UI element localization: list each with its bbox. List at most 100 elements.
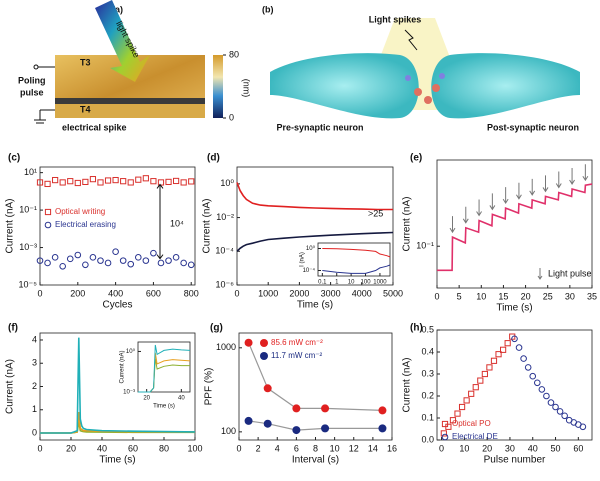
colorbar-unit: (nm) xyxy=(242,79,252,98)
y-tick-label: 10⁻² xyxy=(216,212,234,222)
marker xyxy=(547,399,555,406)
series-line xyxy=(322,264,391,274)
marker xyxy=(561,412,568,420)
marker xyxy=(142,175,149,182)
y-tick-label: 10⁻⁴ xyxy=(215,246,234,256)
y-tick-label: 3 xyxy=(32,358,37,368)
spike-icon xyxy=(404,29,418,51)
annotation: >25 xyxy=(368,208,383,218)
y-axis-label: Current (nA) xyxy=(202,198,213,253)
marker xyxy=(135,176,142,183)
y-axis-label: I (nA) xyxy=(300,252,306,267)
pulse-arrow xyxy=(489,193,496,211)
x-tick-label: 40 xyxy=(528,443,538,453)
marker xyxy=(579,423,587,431)
x-tick-label: 2 xyxy=(256,443,261,453)
afm-gap xyxy=(55,98,205,104)
plot-frame xyxy=(236,166,394,286)
marker xyxy=(157,259,165,267)
legend-label: Optical PO xyxy=(452,419,491,428)
panel-label: (c) xyxy=(8,153,20,164)
x-tick-label: 4000 xyxy=(352,288,372,298)
marker xyxy=(127,260,135,268)
y-tick-label: 4 xyxy=(32,334,37,344)
panel-label: (e) xyxy=(410,153,422,164)
x-tick-label: 30 xyxy=(505,443,515,453)
x-tick-label: 25 xyxy=(543,291,553,301)
marker xyxy=(486,364,493,371)
x-tick-label: 16 xyxy=(387,443,397,453)
poling-label: Poling xyxy=(18,75,46,85)
colorbar-tick-label: 80 xyxy=(229,49,239,59)
pulse-arrow xyxy=(555,171,562,189)
plot-frame xyxy=(39,166,196,286)
marker xyxy=(104,259,112,267)
y-tick-label: 10⁻⁶ xyxy=(216,279,235,289)
x-tick-label: 30 xyxy=(565,291,575,301)
x-tick-label: 20 xyxy=(482,443,492,453)
marker xyxy=(59,179,66,186)
marker xyxy=(520,355,527,362)
panel-label: (g) xyxy=(210,323,223,334)
x-tick-label: 1000 xyxy=(373,280,387,286)
y-tick-label: 0.2 xyxy=(421,390,434,400)
plot-frame xyxy=(317,242,391,277)
x-tick-label: 0 xyxy=(37,288,42,298)
y-tick-label: 1000 xyxy=(216,342,236,352)
x-tick-label: 10 xyxy=(476,291,486,301)
y-tick-label: 10⁻¹ xyxy=(416,241,434,251)
marker xyxy=(97,179,104,186)
vesicle xyxy=(424,96,432,104)
t3-label: T3 xyxy=(80,57,91,67)
x-tick-label: 100 xyxy=(187,443,202,453)
pulse-arrow xyxy=(582,164,589,182)
plot-frame xyxy=(436,329,593,441)
marker xyxy=(552,403,559,411)
y-tick-label: 10⁻⁴ xyxy=(303,267,316,274)
marker xyxy=(244,416,253,425)
marker xyxy=(292,426,301,435)
x-tick-label: 0 xyxy=(234,288,239,298)
y-axis-label: Current (nA) xyxy=(5,359,16,414)
panel-label: (d) xyxy=(207,153,220,164)
marker xyxy=(321,424,330,433)
marker xyxy=(119,257,127,264)
x-axis-label: Time (s) xyxy=(99,455,135,466)
marker xyxy=(378,406,387,415)
marker xyxy=(82,261,89,269)
marker xyxy=(89,254,97,261)
marker xyxy=(150,178,157,185)
x-tick-label: 0 xyxy=(37,443,42,453)
marker xyxy=(66,255,74,263)
marker xyxy=(490,357,498,364)
vesicle xyxy=(439,73,445,79)
marker xyxy=(52,176,59,184)
x-tick-label: 10 xyxy=(330,443,340,453)
x-tick-label: 0 xyxy=(236,443,241,453)
post-neuron xyxy=(431,53,580,119)
marker xyxy=(454,410,461,417)
x-tick-label: 40 xyxy=(178,396,185,402)
x-tick-label: 20 xyxy=(521,291,531,301)
y-tick-label: 10⁻³ xyxy=(123,390,135,396)
legend-marker xyxy=(260,339,268,347)
marker xyxy=(112,176,119,184)
x-tick-label: 12 xyxy=(349,443,359,453)
pulse-arrow xyxy=(476,199,482,217)
pre-label: Pre-synaptic neuron xyxy=(276,122,363,132)
x-tick-label: 200 xyxy=(70,288,85,298)
marker xyxy=(187,261,195,269)
x-tick-label: 0.1 xyxy=(318,280,327,286)
marker xyxy=(112,248,119,256)
marker xyxy=(180,179,187,186)
y-axis-label: Current (nA) xyxy=(120,350,126,383)
marker xyxy=(538,386,546,393)
x-tick-label: 600 xyxy=(146,288,161,298)
marker xyxy=(378,424,387,433)
afm-t4 xyxy=(55,104,205,118)
marker xyxy=(321,404,330,413)
marker xyxy=(97,257,104,264)
y-tick-label: 10⁰ xyxy=(220,178,234,188)
marker xyxy=(543,392,550,400)
marker xyxy=(134,254,142,261)
